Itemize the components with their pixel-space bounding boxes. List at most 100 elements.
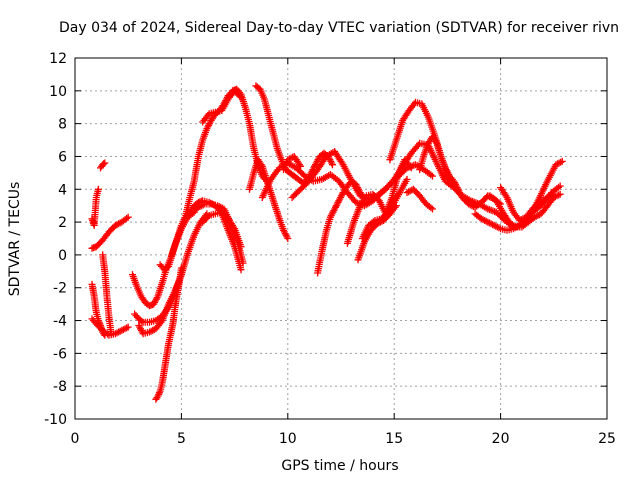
data-point bbox=[116, 327, 124, 335]
grid-lines bbox=[75, 58, 607, 419]
data-point bbox=[481, 217, 489, 224]
data-point bbox=[403, 175, 411, 183]
data-point bbox=[123, 214, 131, 222]
series-arc-15 bbox=[199, 208, 245, 251]
data-point bbox=[205, 198, 213, 206]
data-point bbox=[555, 191, 563, 199]
data-point bbox=[519, 215, 527, 223]
data-point bbox=[285, 155, 293, 163]
data-point bbox=[284, 235, 292, 242]
data-point bbox=[482, 217, 490, 225]
series-arc-24 bbox=[358, 175, 411, 242]
y-tick-label: 0 bbox=[58, 248, 67, 264]
data-point bbox=[510, 222, 518, 230]
data-point bbox=[284, 156, 292, 164]
x-axis-label: GPS time / hours bbox=[281, 458, 398, 474]
series-arc-12 bbox=[199, 87, 245, 126]
y-tick-label: -6 bbox=[53, 346, 67, 362]
data-point bbox=[517, 216, 525, 224]
data-point bbox=[138, 317, 146, 325]
series-arc-26 bbox=[403, 185, 436, 213]
data-point bbox=[237, 93, 245, 101]
data-point bbox=[489, 221, 497, 229]
data-point bbox=[407, 164, 415, 172]
series-arc-6 bbox=[99, 251, 115, 338]
data-point bbox=[427, 204, 435, 212]
data-point bbox=[154, 392, 162, 400]
data-point bbox=[548, 190, 556, 198]
series-arc-3 bbox=[88, 213, 132, 252]
series-arc-2 bbox=[97, 159, 109, 172]
y-tick-label: 12 bbox=[49, 51, 67, 67]
y-tick-label: 8 bbox=[58, 117, 67, 133]
x-tick-label: 0 bbox=[71, 431, 80, 447]
data-point bbox=[115, 328, 123, 336]
data-point bbox=[534, 212, 542, 219]
data-point bbox=[370, 218, 377, 226]
data-point bbox=[405, 188, 413, 196]
data-point bbox=[236, 92, 244, 100]
data-point bbox=[146, 328, 153, 336]
data-point bbox=[283, 233, 291, 241]
series-arc-8 bbox=[131, 210, 211, 326]
data-point bbox=[237, 243, 245, 251]
data-point bbox=[492, 222, 500, 230]
x-tick-label: 10 bbox=[279, 431, 297, 447]
x-tick-label: 20 bbox=[492, 431, 510, 447]
y-tick-label: -8 bbox=[53, 379, 67, 395]
data-point bbox=[557, 158, 565, 166]
data-point bbox=[553, 192, 561, 200]
data-point bbox=[237, 266, 245, 274]
plot-frame bbox=[74, 57, 608, 420]
data-point bbox=[556, 182, 564, 190]
data-point bbox=[329, 161, 336, 169]
data-point bbox=[554, 160, 561, 168]
x-tick-label: 15 bbox=[385, 431, 403, 447]
y-axis-label: SDTVAR / TECUs bbox=[7, 182, 23, 297]
x-tick-label: 25 bbox=[598, 431, 616, 447]
data-point bbox=[149, 326, 157, 334]
data-point bbox=[177, 264, 185, 272]
data-point bbox=[123, 324, 131, 332]
series-arc-29 bbox=[486, 190, 564, 231]
data-point bbox=[406, 162, 414, 170]
data-point bbox=[429, 205, 436, 213]
data-point bbox=[124, 323, 132, 331]
y-tick-label: 10 bbox=[49, 84, 67, 100]
data-point bbox=[484, 218, 492, 226]
data-point bbox=[101, 159, 109, 167]
y-tick-label: 4 bbox=[58, 182, 67, 198]
y-tick-label: 2 bbox=[58, 215, 67, 231]
data-point bbox=[556, 190, 564, 198]
series-arc-22 bbox=[343, 156, 415, 247]
series-arc-27 bbox=[416, 133, 505, 211]
y-tick-label: -10 bbox=[44, 412, 67, 428]
x-tick-label: 5 bbox=[177, 431, 186, 447]
data-point bbox=[546, 191, 554, 199]
axis-ticks: -10 -8 -6 -4 -2 0 2 4 6 8 10 12 0 5 10 15 20 25 bbox=[44, 51, 616, 447]
series-arc-30 bbox=[497, 184, 556, 224]
data-point bbox=[532, 212, 540, 220]
data-point bbox=[118, 326, 126, 334]
data-point bbox=[124, 213, 132, 221]
data-point bbox=[94, 185, 102, 193]
series-arc-21 bbox=[314, 177, 368, 277]
data-point bbox=[429, 172, 436, 180]
data-point bbox=[147, 327, 155, 335]
data-point bbox=[466, 201, 474, 209]
data-point bbox=[535, 198, 543, 206]
chart-title: Day 034 of 2024, Sidereal Day-to-day VTE… bbox=[59, 20, 619, 36]
data-point bbox=[555, 159, 563, 167]
series-arc-10 bbox=[152, 264, 185, 403]
data-point bbox=[558, 157, 566, 165]
data-point bbox=[296, 161, 303, 169]
series-arc-23 bbox=[354, 202, 400, 264]
data-point bbox=[490, 221, 498, 229]
data-point bbox=[115, 220, 123, 228]
data-points bbox=[88, 82, 566, 403]
series-arc-4 bbox=[88, 280, 109, 339]
series-arc-5 bbox=[88, 315, 132, 339]
data-point bbox=[100, 160, 108, 168]
